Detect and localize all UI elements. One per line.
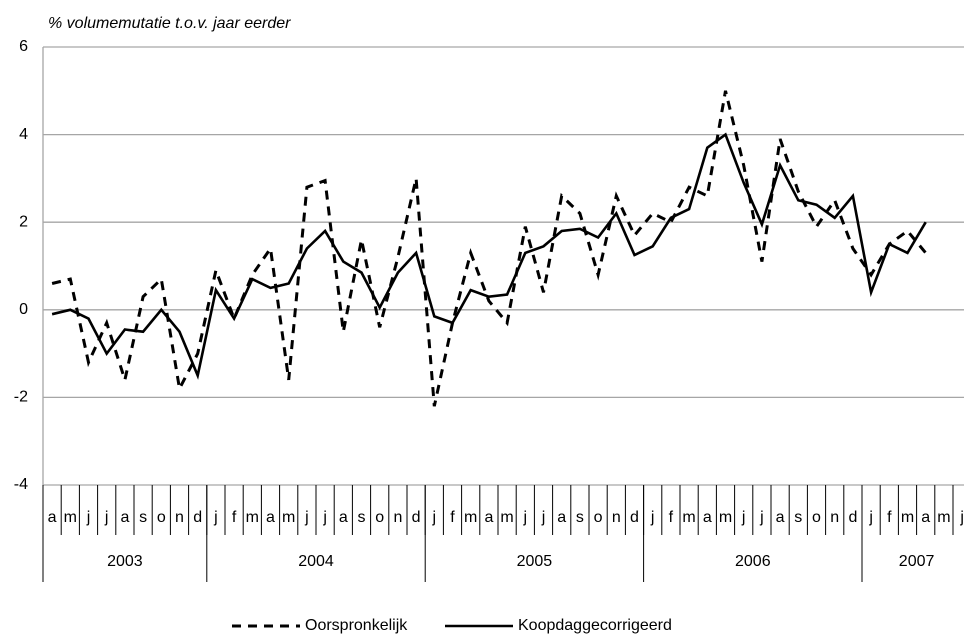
y-axis-title: % volumemutatie t.o.v. jaar eerder: [48, 15, 291, 32]
x-tick-label: d: [193, 509, 202, 526]
x-tick-label: j: [759, 509, 764, 526]
x-tick-label: n: [830, 509, 839, 526]
x-tick-label: n: [393, 509, 402, 526]
x-tick-label: j: [523, 509, 528, 526]
x-tick-label: f: [450, 509, 455, 526]
x-tick-label: m: [901, 509, 914, 526]
y-tick-label: 2: [19, 213, 28, 230]
year-label: 2006: [735, 553, 771, 570]
x-tick-label: d: [630, 509, 639, 526]
x-tick-label: o: [375, 509, 384, 526]
x-tick-label: f: [669, 509, 674, 526]
y-tick-label: 4: [19, 126, 28, 143]
year-label: 2005: [517, 553, 553, 570]
x-tick-label: o: [812, 509, 821, 526]
x-tick-label: j: [304, 509, 309, 526]
x-tick-label: a: [48, 509, 57, 526]
x-tick-label: o: [157, 509, 166, 526]
x-tick-label: j: [650, 509, 655, 526]
y-tick-label: 0: [19, 301, 28, 318]
x-tick-label: a: [484, 509, 493, 526]
x-tick-label: d: [412, 509, 421, 526]
x-tick-label: m: [464, 509, 477, 526]
x-tick-label: f: [232, 509, 237, 526]
x-tick-label: j: [104, 509, 109, 526]
year-label: 2007: [899, 553, 935, 570]
x-tick-label: a: [557, 509, 566, 526]
x-tick-label: s: [358, 509, 366, 526]
x-tick-label: m: [64, 509, 77, 526]
series-line: [51, 132, 927, 380]
x-tick-label: j: [541, 509, 546, 526]
x-tick-label: a: [921, 509, 930, 526]
x-tick-label: m: [282, 509, 295, 526]
x-tick-label: o: [594, 509, 603, 526]
legend-label: Oorspronkelijk: [305, 617, 408, 634]
y-tick-label: 6: [19, 38, 28, 55]
x-tick-label: a: [703, 509, 712, 526]
x-tick-label: d: [848, 509, 857, 526]
x-tick-label: n: [175, 509, 184, 526]
x-tick-label: m: [937, 509, 950, 526]
x-tick-label: j: [741, 509, 746, 526]
year-label: 2004: [298, 553, 334, 570]
x-tick-label: s: [139, 509, 147, 526]
x-tick-label: m: [682, 509, 695, 526]
year-label: 2003: [107, 553, 143, 570]
legend-label: Koopdaggecorrigeerd: [518, 617, 672, 634]
x-tick-label: a: [266, 509, 275, 526]
x-tick-label: j: [868, 509, 873, 526]
x-tick-label: s: [576, 509, 584, 526]
x-tick-label: s: [794, 509, 802, 526]
x-tick-label: j: [959, 509, 964, 526]
x-tick-label: m: [719, 509, 732, 526]
x-tick-label: m: [246, 509, 259, 526]
x-tick-label: a: [776, 509, 785, 526]
x-tick-label: a: [339, 509, 348, 526]
y-tick-label: -2: [14, 389, 28, 406]
x-tick-label: f: [887, 509, 892, 526]
x-tick-label: j: [432, 509, 437, 526]
x-tick-label: j: [213, 509, 218, 526]
x-tick-label: j: [86, 509, 91, 526]
x-tick-label: j: [322, 509, 327, 526]
series-line: [51, 90, 927, 407]
x-tick-label: a: [120, 509, 129, 526]
x-tick-label: m: [500, 509, 513, 526]
x-tick-label: n: [612, 509, 621, 526]
y-tick-label: -4: [14, 476, 28, 493]
